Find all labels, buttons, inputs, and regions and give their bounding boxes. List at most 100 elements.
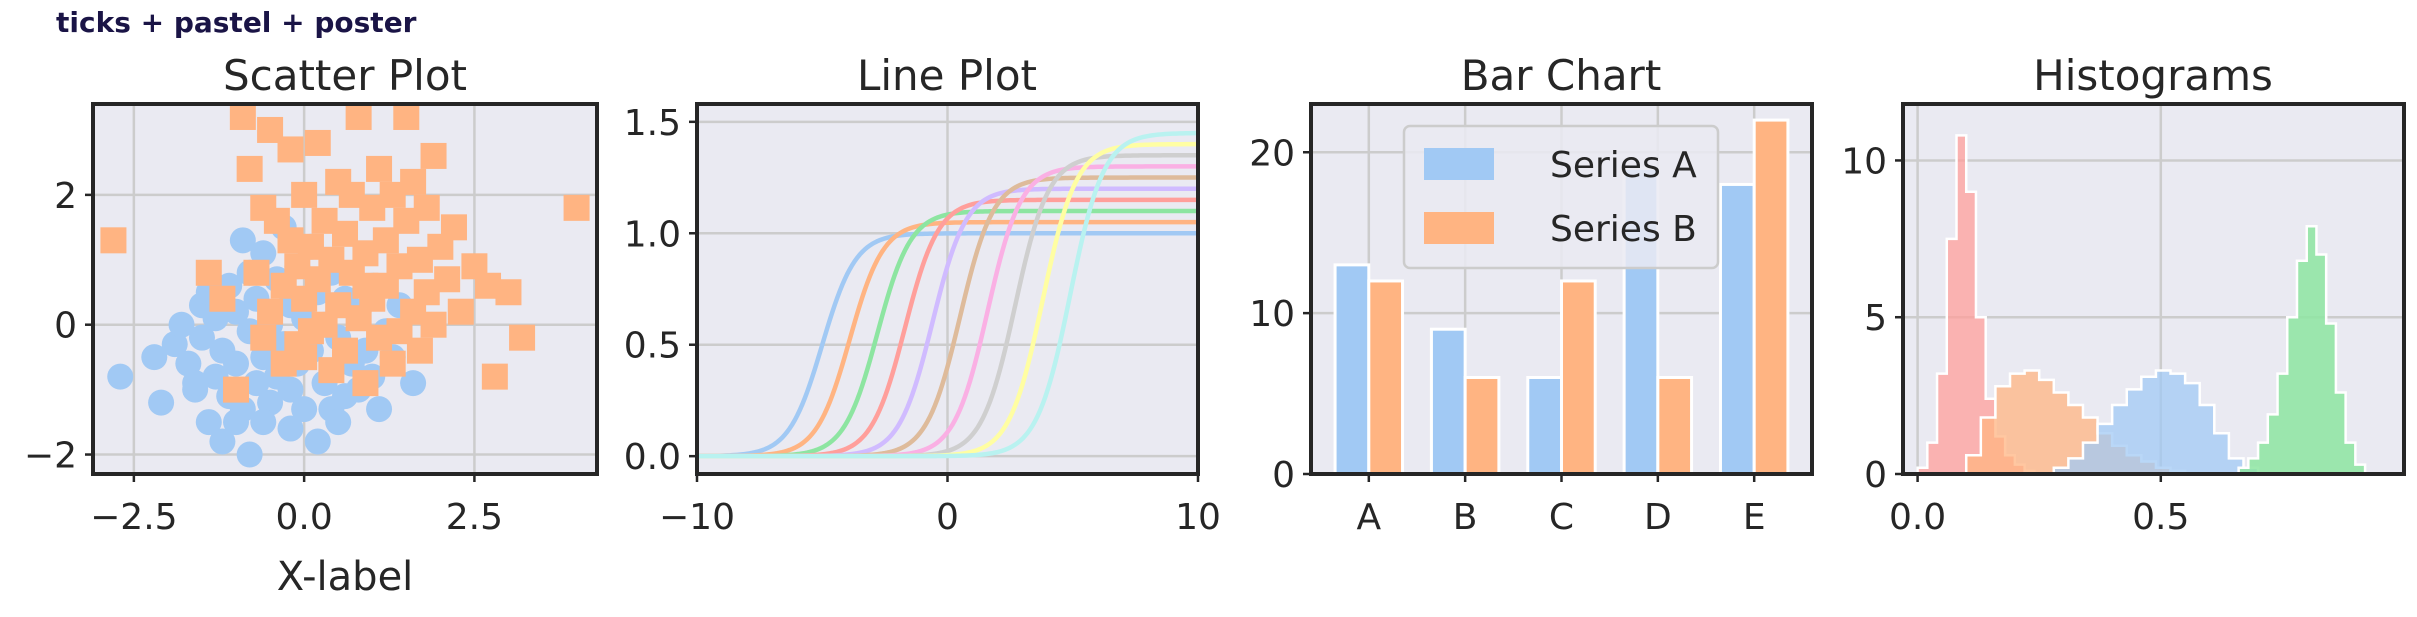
histogram — [2237, 225, 2367, 474]
scatter-point — [332, 337, 358, 364]
legend-swatch — [1424, 148, 1494, 180]
axes-frame — [1901, 102, 2406, 476]
x-tick-label: D — [1644, 497, 1672, 538]
scatter-plot-panel: −2.5 0.0 2.5 −2 0 2 Scatter Plot X-label — [24, 51, 599, 600]
x-tick-label: E — [1743, 497, 1766, 538]
scatter-point — [366, 396, 393, 423]
histograms-title: Histograms — [2033, 51, 2273, 100]
y-tick-label: 20 — [1249, 133, 1295, 174]
x-tick-label: 10 — [1175, 497, 1221, 538]
scatter-point — [257, 298, 284, 325]
bar — [1367, 279, 1405, 476]
line-plot-panel: −10 0 10 0.0 0.5 1.0 1.5 Line Plot — [624, 51, 1221, 538]
y-tick-label: 0.5 — [624, 326, 681, 367]
scatter-point — [291, 396, 318, 423]
scatter-point — [236, 441, 263, 468]
bar-chart-panel: A B C D E 0 10 20 Series A Series B Bar Chart — [1249, 51, 1814, 538]
x-tick-label: A — [1356, 497, 1381, 538]
y-tick-label: 0 — [1864, 455, 1887, 496]
x-tick-label: 0.0 — [276, 497, 333, 538]
line-plot-title: Line Plot — [857, 51, 1037, 100]
bar — [1656, 375, 1694, 476]
series-line — [697, 130, 1198, 459]
axes-frame — [1309, 102, 1814, 476]
x-tick-label: 0 — [936, 497, 959, 538]
scatter-point — [188, 324, 215, 351]
scatter-point — [277, 415, 304, 442]
bar — [1333, 263, 1371, 476]
scatter-point — [236, 155, 263, 182]
figure-title: ticks + pastel + poster — [56, 6, 417, 39]
y-tick-label: 2 — [54, 176, 77, 217]
scatter-point — [168, 311, 195, 338]
x-tick-label: 2.5 — [446, 497, 503, 538]
scatter-point — [447, 298, 474, 325]
scatter-point — [400, 168, 427, 195]
bar — [1463, 375, 1501, 476]
scatter-point — [495, 279, 522, 306]
legend-label: Series A — [1550, 145, 1697, 186]
axes-frame — [91, 102, 599, 476]
scatter-point — [277, 376, 304, 403]
y-tick-label: 5 — [1864, 298, 1887, 339]
scatter-point — [291, 181, 318, 208]
scatter-point — [148, 389, 175, 416]
scatter-point — [195, 259, 222, 286]
bar — [1526, 375, 1563, 476]
scatter-point — [325, 409, 352, 436]
scatter-point — [291, 344, 318, 371]
scatter-point — [243, 259, 270, 286]
scatter-point — [352, 272, 379, 299]
scatter-point — [182, 370, 209, 397]
x-tick-label: 0.5 — [2132, 497, 2189, 538]
scatter-point — [209, 285, 236, 312]
scatter-point — [250, 324, 277, 351]
x-tick-label: −10 — [659, 497, 735, 538]
scatter-point — [141, 344, 168, 371]
line-series — [697, 130, 1198, 459]
x-tick-label: B — [1453, 497, 1478, 538]
scatter-point — [345, 104, 372, 130]
bar — [1560, 279, 1597, 476]
scatter-point — [509, 324, 536, 351]
scatter-point — [100, 227, 127, 254]
histograms-panel: 0.0 0.5 0 5 10 Histograms — [1841, 51, 2406, 538]
x-tick-label: −2.5 — [90, 497, 177, 538]
y-tick-label: 0 — [54, 306, 77, 347]
scatter-plot-title: Scatter Plot — [223, 51, 467, 100]
scatter-point — [420, 311, 447, 338]
scatter-point — [223, 376, 250, 403]
series-line — [697, 219, 1198, 459]
scatter-point — [386, 318, 413, 345]
y-tick-label: 1.5 — [624, 103, 681, 144]
scatter-point — [420, 142, 447, 169]
scatter-point — [202, 363, 229, 390]
y-tick-label: 1.0 — [624, 214, 681, 255]
x-tick-label: 0.0 — [1889, 497, 1946, 538]
legend-swatch — [1424, 212, 1494, 244]
scatter-point — [304, 129, 331, 156]
scatter-point — [229, 227, 256, 254]
bar — [1718, 182, 1756, 476]
y-tick-label: 10 — [1841, 141, 1887, 182]
bar-chart-title: Bar Chart — [1461, 51, 1662, 100]
histogram-bars — [1916, 134, 2367, 474]
scatter-point — [250, 409, 277, 436]
scatter-point — [393, 104, 420, 130]
histogram — [2052, 369, 2260, 474]
scatter-point — [223, 409, 250, 436]
scatter-point — [209, 428, 236, 455]
series-line — [697, 231, 1198, 459]
scatter-point — [563, 194, 590, 221]
y-tick-label: 10 — [1249, 294, 1295, 335]
scatter-plot-xlabel: X-label — [277, 554, 414, 600]
scatter-point — [277, 136, 304, 163]
scatter-point — [413, 194, 440, 221]
scatter-point — [379, 350, 406, 377]
scatter-point — [481, 363, 508, 390]
y-tick-label: −2 — [24, 436, 77, 477]
scatter-point — [352, 370, 379, 397]
scatter-point — [366, 155, 393, 182]
scatter-point — [400, 370, 427, 397]
